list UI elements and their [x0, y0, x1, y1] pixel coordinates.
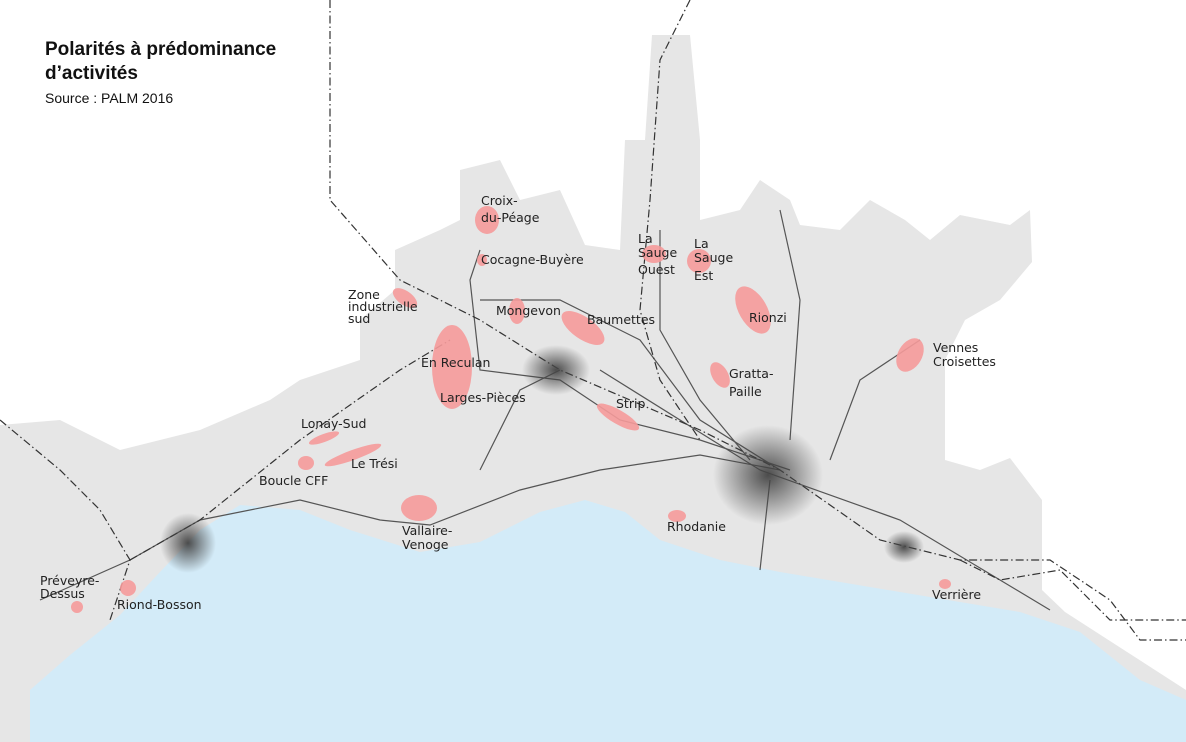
label-la-sauge-est: La Sauge Est [694, 236, 733, 283]
centres [160, 345, 924, 573]
label-preveyre-dessus: Préveyre-Dessus [40, 573, 99, 601]
label-cocagne-buyere: Cocagne-Buyère [481, 252, 584, 267]
label-vallaire-venoge: Vallaire-Venoge [402, 523, 452, 552]
label-zone-industrielle-sud: Zone industrielle sud [348, 287, 418, 326]
map-source: Source : PALM 2016 [45, 90, 174, 106]
lake [30, 500, 1186, 742]
label-mongevon: Mongevon [496, 303, 561, 318]
title-line-1: Polarités à prédominance [45, 39, 277, 60]
label-la-sauge-ouest: La Sauge Ouest [638, 231, 677, 277]
label-en-reculan: En Reculan [421, 355, 490, 370]
title-line-2: d’activités [45, 63, 138, 84]
label-rhodanie: Rhodanie [667, 519, 726, 534]
label-gratta-paille: Gratta-Paille [729, 366, 773, 399]
label-croix-du-peage: Croix-du-Péage [481, 193, 540, 225]
label-lonay-sud: Lonay-Sud [301, 416, 366, 431]
label-boucle-cff: Boucle CFF [259, 473, 328, 488]
label-strip: Strip [616, 396, 645, 411]
label-le-tresi: Le Trési [351, 456, 398, 471]
label-baumettes: Baumettes [587, 312, 655, 327]
label-verriere: Verrière [932, 587, 981, 602]
label-larges-pieces: Larges-Pièces [440, 390, 526, 405]
label-rionzi: Rionzi [749, 310, 787, 325]
activity-zones [71, 206, 951, 613]
label-riond-bosson: Riond-Bosson [117, 597, 202, 612]
map-title: Polarités à prédominance d’activités [45, 38, 276, 86]
place-labels: Croix-du-Péage Cocagne-Buyère Zone indust… [40, 193, 996, 612]
label-vennes-croisettes: Vennes Croisettes [933, 340, 996, 369]
